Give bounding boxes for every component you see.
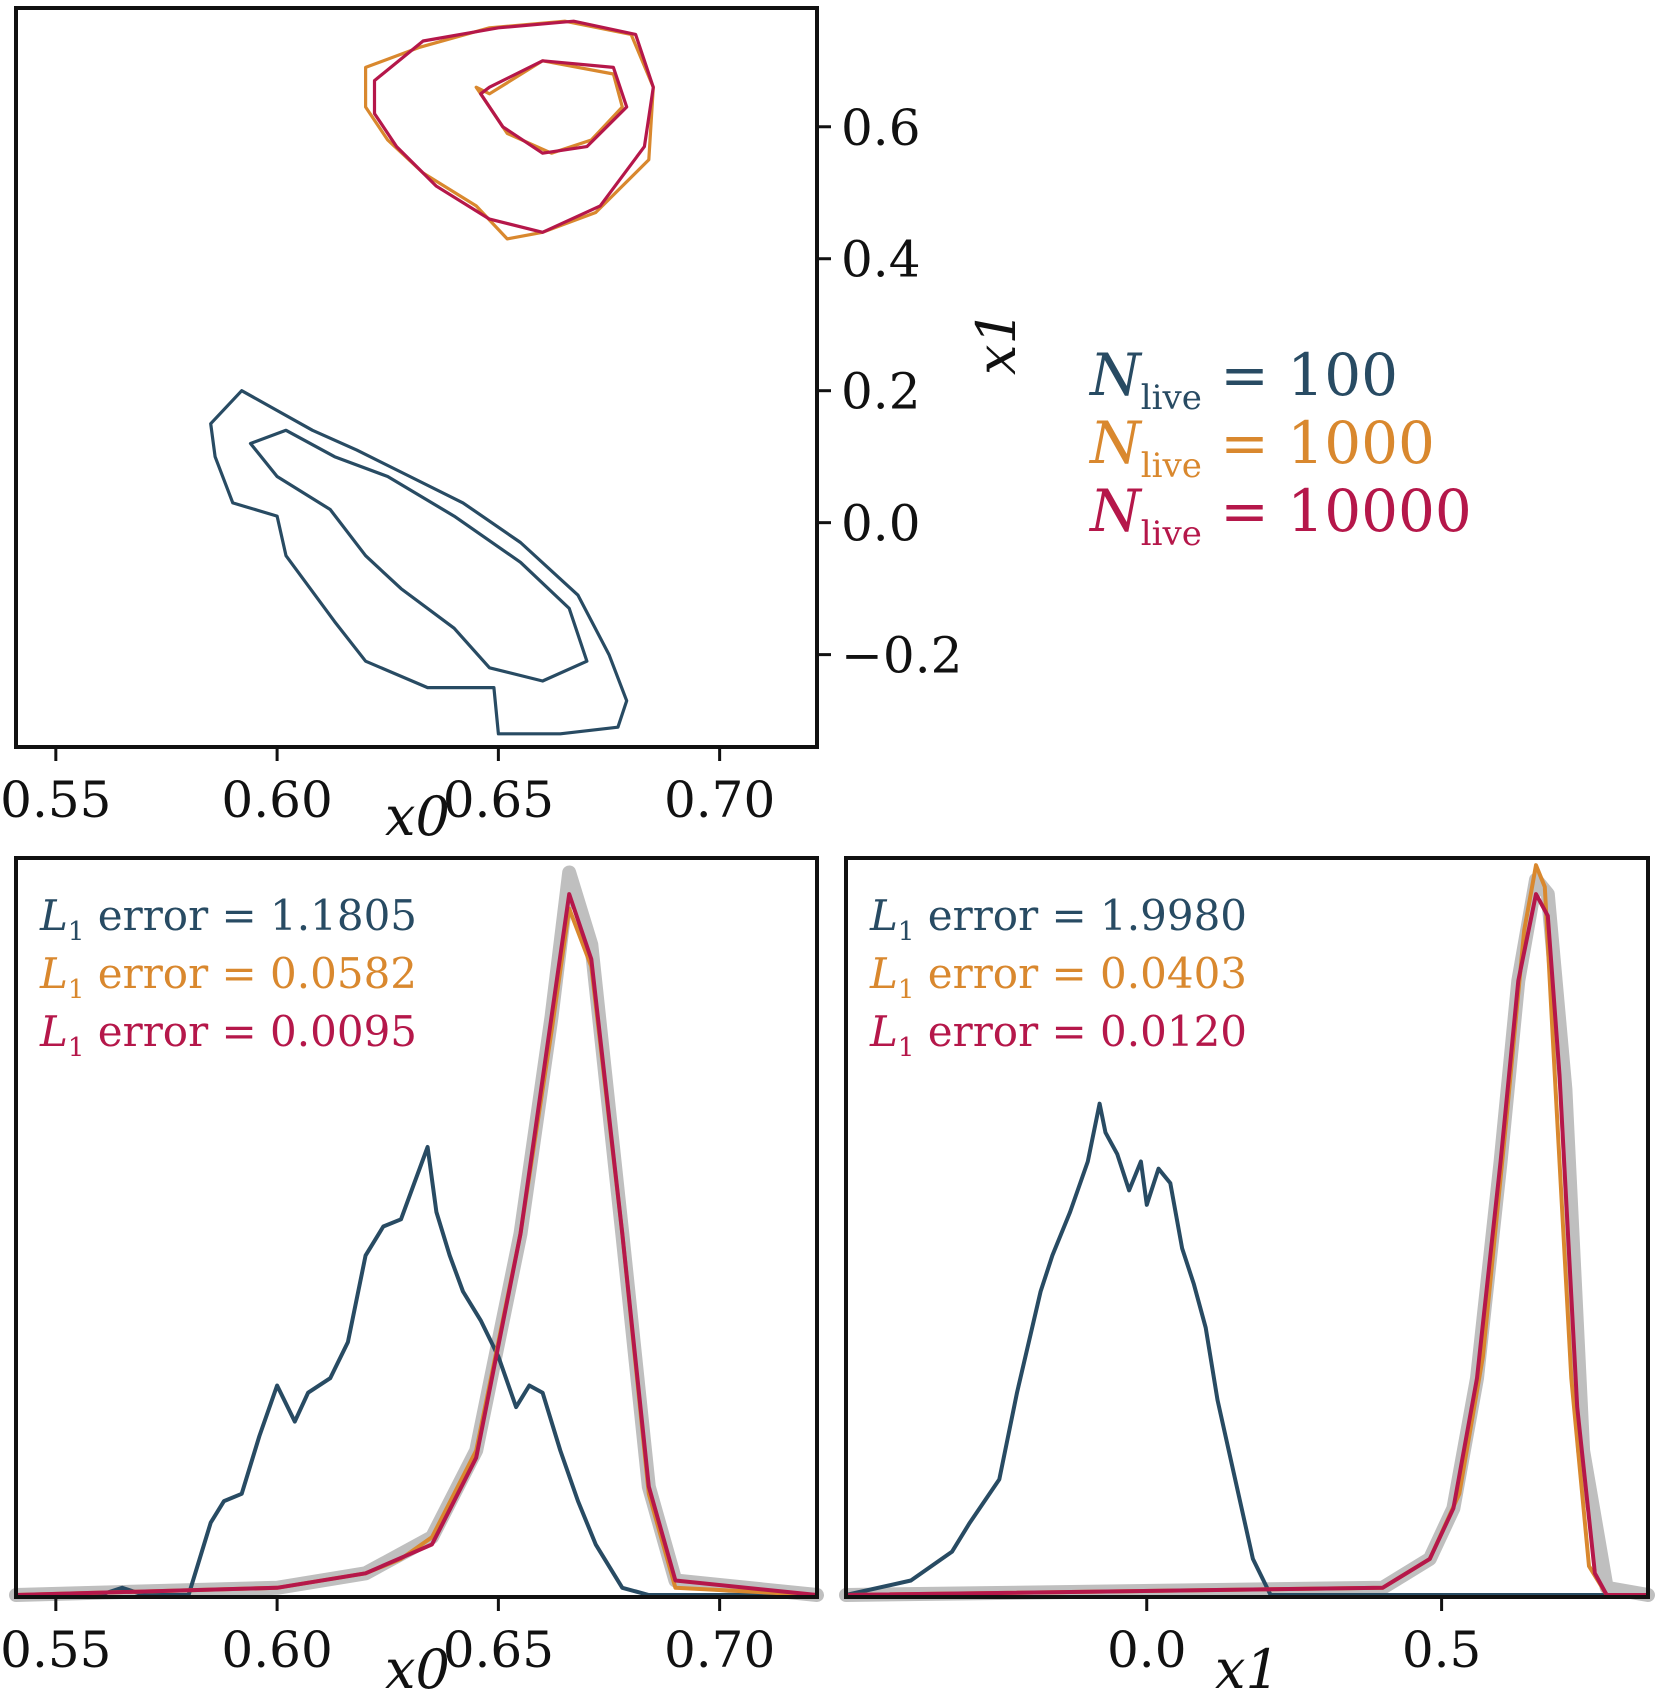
marginal-x0-x-tick-label: 0.70 [664,1621,775,1679]
contour-y-tick-label: 0.4 [841,231,921,289]
marginal-x1-l1-error: L1 error = 0.0403 [869,949,1247,1005]
legend-entry: Nlive = 100 [1088,341,1398,418]
marginal-x0-frame [14,856,819,1599]
contour-y-tick-label: −0.2 [841,627,962,685]
contour-x-tick-label: 0.55 [0,771,111,829]
contour-x-tick-label: 0.65 [443,771,554,829]
contour-inner-series-2 [479,59,629,155]
marginal-x1-series-1 [844,1101,1650,1597]
marginal-x1-l1-error: L1 error = 1.9980 [869,891,1247,947]
contour-x-tick-label: 0.70 [664,771,775,829]
marginal-x1-x-ticks: 0.0 0.5 [1107,1597,1481,1679]
contour-y-tick-label: 0.2 [841,363,921,421]
contour-lines [209,19,655,736]
contour-x-label: x0 [385,785,450,848]
contour-y-tick-label: 0.0 [841,495,921,553]
marginal-x0-l1-error: L1 error = 0.0582 [39,949,417,1005]
marginal-x0-x-ticks: 0.55 0.60 0.65 0.70 [0,1597,775,1679]
marginal-x0-x-tick-label: 0.55 [0,1621,111,1679]
marginal-x0-l1-error: L1 error = 1.1805 [39,891,417,947]
contour-y-tick-label: 0.6 [841,99,921,157]
contour-panel: 0.55 0.60 0.65 0.70 0.6 0.4 0.2 0.0 −0.2 x0 x1 [0,6,1028,848]
contour-y-ticks: 0.6 0.4 0.2 0.0 −0.2 [817,99,962,685]
contour-inner-series-1 [474,59,624,155]
marginal-x0-lines [9,865,824,1602]
legend-entry: Nlive = 1000 [1088,409,1435,486]
marginal-x0-series-3 [14,892,819,1597]
marginal-x0-series-1 [14,1145,819,1597]
marginal-x1-series-3 [844,892,1650,1597]
marginal-x0-x-tick-label: 0.65 [443,1621,554,1679]
contour-frame [14,6,819,749]
marginal-x0-x-label: x0 [385,1638,450,1701]
marginal-x1-l1-error: L1 error = 0.0120 [869,1007,1247,1063]
contour-outer-series-2 [372,19,655,234]
marginal-x1-x-tick-label: 0.0 [1107,1621,1187,1679]
contour-outer-series-0 [209,389,629,736]
contour-x-tick-label: 0.60 [221,771,332,829]
marginal-x1-frame [844,856,1650,1599]
marginal-x1-x-tick-label: 0.5 [1402,1621,1482,1679]
contour-x-ticks: 0.55 0.60 0.65 0.70 [0,747,775,829]
marginal-x1-x-label: x1 [1215,1638,1280,1701]
marginal-x0-l1-error: L1 error = 0.0095 [39,1007,417,1063]
contour-y-label: x1 [965,310,1028,375]
legend-entry: Nlive = 10000 [1088,477,1472,554]
marginal-x1-lines [839,863,1655,1602]
marginal-x0-x-tick-label: 0.60 [221,1621,332,1679]
contour-inner-series-0 [248,428,589,683]
